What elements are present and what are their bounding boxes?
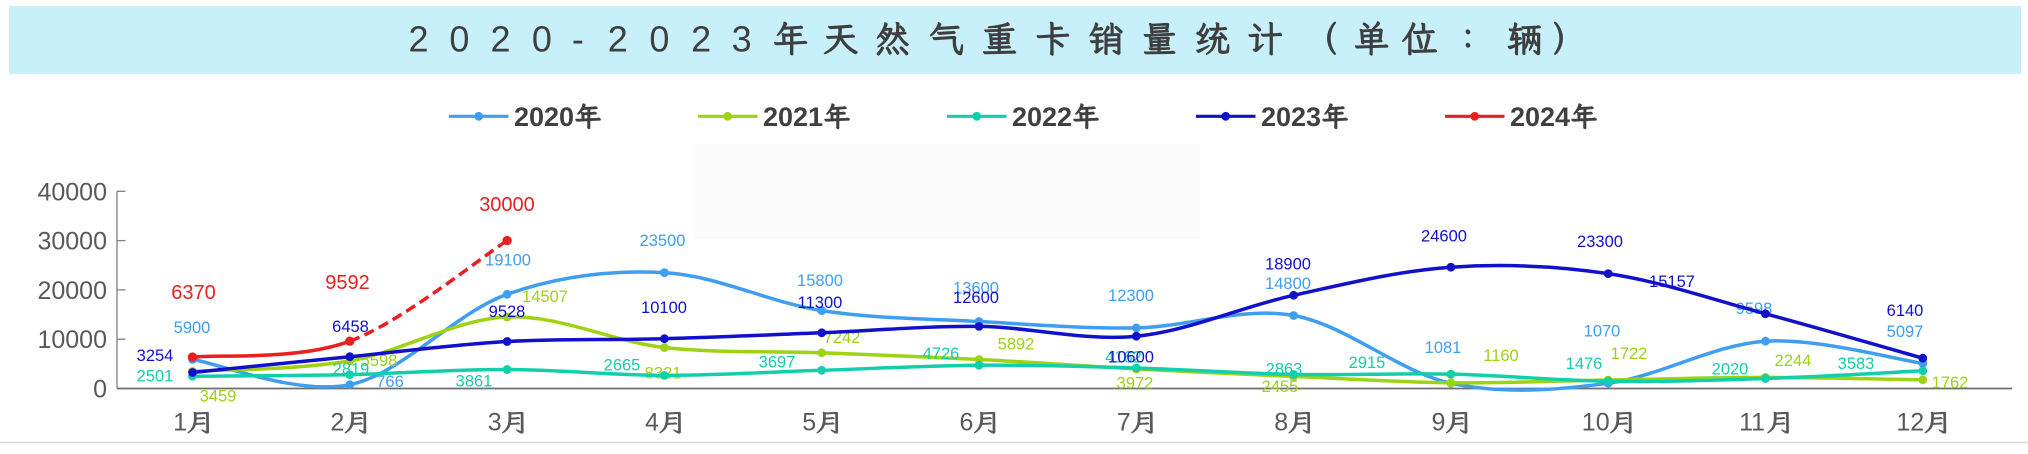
svg-text:2024: 2024 [1510,102,1570,132]
svg-text:6458: 6458 [332,318,369,336]
svg-text:3972: 3972 [1117,375,1154,393]
svg-text:2665: 2665 [604,356,641,374]
svg-text:1762: 1762 [1932,374,1969,392]
svg-text:6140: 6140 [1887,302,1924,320]
svg-text:4162: 4162 [1105,349,1142,367]
svg-text:15157: 15157 [1649,273,1695,291]
svg-text:1722: 1722 [1611,345,1648,363]
svg-text:5: 5 [802,409,816,437]
svg-text:2020: 2020 [1712,361,1749,379]
svg-text:30000: 30000 [37,228,107,256]
svg-text:12600: 12600 [953,289,999,307]
svg-text:18900: 18900 [1265,256,1311,274]
svg-text:10100: 10100 [641,299,687,317]
svg-text:11300: 11300 [798,294,843,312]
svg-text:20000: 20000 [37,277,107,305]
svg-text:12: 12 [1896,409,1924,437]
svg-text:6370: 6370 [171,282,216,304]
svg-text:40000: 40000 [37,178,107,206]
svg-text:10600: 10600 [1108,349,1154,367]
svg-text:2819: 2819 [333,361,370,379]
svg-text:3459: 3459 [200,388,237,406]
svg-text:0: 0 [93,376,107,404]
svg-text:2863: 2863 [1266,361,1303,379]
svg-text:5900: 5900 [174,319,211,337]
svg-text:7: 7 [1117,409,1131,437]
svg-text:30000: 30000 [479,194,535,216]
svg-text:2020-2023: 2020-2023 [408,19,751,60]
svg-text:2: 2 [330,409,344,437]
svg-text:23300: 23300 [1577,233,1623,251]
svg-text:10000: 10000 [37,326,107,354]
svg-text:11: 11 [1739,409,1765,437]
svg-text:24600: 24600 [1421,228,1467,246]
svg-text:2021: 2021 [763,102,823,132]
svg-text:23500: 23500 [640,232,686,250]
svg-text:5892: 5892 [998,336,1035,354]
svg-text:3583: 3583 [1838,355,1875,373]
svg-text:2244: 2244 [1775,352,1812,370]
svg-text:10: 10 [1582,409,1610,437]
svg-text:8: 8 [1274,409,1288,437]
svg-text:5598: 5598 [361,352,398,370]
svg-text:2915: 2915 [1349,354,1386,372]
svg-text:3: 3 [488,409,502,437]
svg-text:4: 4 [645,409,659,437]
svg-text:2501: 2501 [137,368,174,386]
svg-text:2020: 2020 [514,102,574,132]
svg-text:2455: 2455 [1262,378,1299,396]
svg-text:1070: 1070 [1584,323,1621,341]
svg-text:766: 766 [376,373,404,391]
svg-text:9528: 9528 [489,303,526,321]
svg-text:9: 9 [1432,409,1446,437]
svg-text:4726: 4726 [923,345,960,363]
svg-text:3254: 3254 [137,347,174,365]
svg-text:12300: 12300 [1108,287,1154,305]
svg-text:1: 1 [173,409,187,437]
svg-text:9592: 9592 [325,272,370,294]
svg-text:6: 6 [960,409,974,437]
svg-text:13600: 13600 [953,280,999,298]
svg-text:5097: 5097 [1887,323,1924,341]
svg-text:1081: 1081 [1425,339,1462,357]
svg-text:19100: 19100 [485,252,531,270]
svg-text:3697: 3697 [759,354,796,372]
svg-text:14507: 14507 [522,288,568,306]
svg-text:3861: 3861 [456,373,493,391]
svg-text:2022: 2022 [1012,102,1072,132]
svg-text:1476: 1476 [1566,355,1603,373]
svg-text:14800: 14800 [1265,275,1311,293]
svg-text:15800: 15800 [797,272,843,290]
svg-text:2023: 2023 [1261,102,1321,132]
svg-text:1160: 1160 [1483,347,1518,365]
